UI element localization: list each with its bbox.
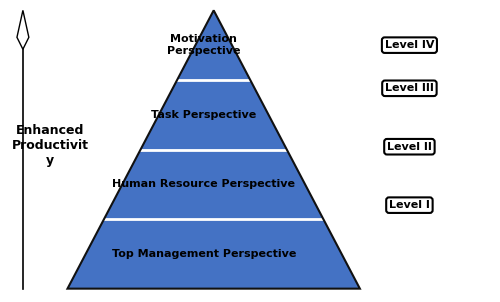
Text: Top Management Perspective: Top Management Perspective [112, 249, 296, 259]
Polygon shape [140, 80, 287, 149]
Text: Enhanced
Productivit
y: Enhanced Productivit y [12, 124, 88, 166]
Polygon shape [68, 219, 360, 289]
Polygon shape [17, 10, 29, 49]
Text: Level IV: Level IV [384, 40, 434, 50]
Text: Level II: Level II [387, 142, 432, 152]
Text: Level I: Level I [389, 200, 430, 210]
Polygon shape [177, 10, 250, 80]
Text: Motivation
Perspective: Motivation Perspective [167, 34, 240, 56]
Text: Task Perspective: Task Perspective [151, 110, 256, 120]
Text: Level III: Level III [385, 83, 434, 93]
Polygon shape [104, 149, 324, 219]
Text: Human Resource Perspective: Human Resource Perspective [112, 179, 296, 189]
